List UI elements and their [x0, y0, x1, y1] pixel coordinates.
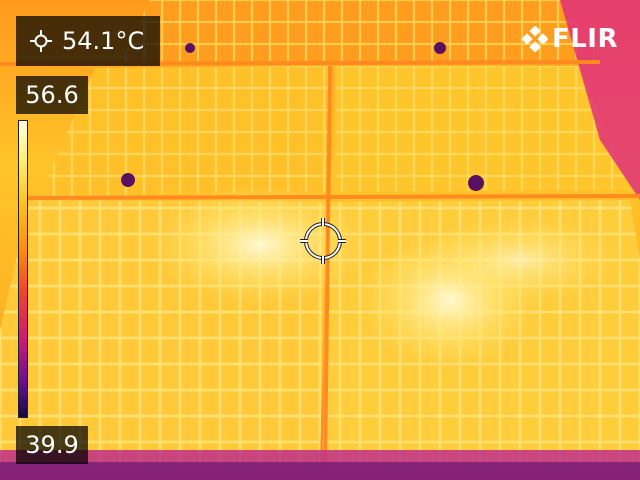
flir-logo: FLIR	[521, 24, 618, 54]
scale-max-label: 56.6	[16, 76, 88, 114]
panel-edge-cool	[560, 0, 640, 200]
spot-temperature-value: 54.1°C	[62, 27, 145, 55]
crosshair-icon	[300, 218, 346, 264]
upper-panel-row	[40, 0, 630, 196]
color-scale-bar	[18, 120, 28, 418]
flir-logo-icon	[521, 26, 548, 52]
spot-temperature-readout: 54.1°C	[16, 16, 160, 66]
cold-spots	[121, 42, 484, 191]
scale-min-label: 39.9	[16, 426, 88, 464]
spot-meter-icon	[30, 30, 52, 52]
brand-name: FLIR	[551, 24, 618, 54]
